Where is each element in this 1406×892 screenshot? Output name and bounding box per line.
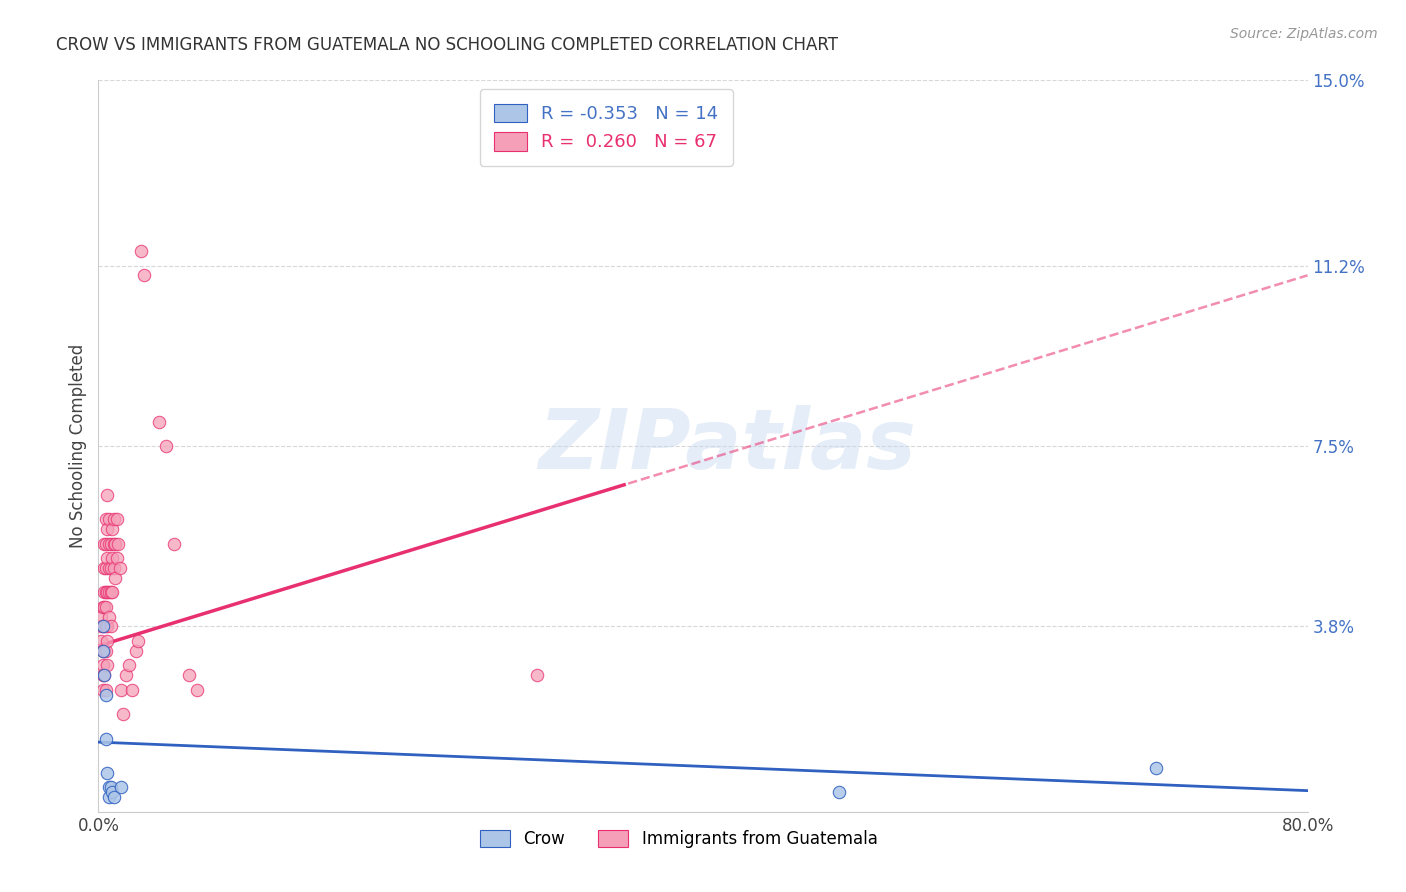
Point — [148, 415, 170, 429]
Point — [94, 599, 117, 614]
Point — [93, 585, 115, 599]
Point — [91, 599, 114, 614]
Point — [93, 599, 115, 614]
Point — [127, 634, 149, 648]
Point — [94, 585, 117, 599]
Point — [91, 619, 114, 633]
Point — [91, 644, 114, 658]
Text: ZIPatlas: ZIPatlas — [538, 406, 917, 486]
Point — [98, 780, 121, 795]
Point — [101, 522, 124, 536]
Point — [118, 658, 141, 673]
Point — [110, 780, 132, 795]
Point — [98, 790, 121, 805]
Point — [100, 585, 122, 599]
Point — [103, 536, 125, 550]
Point — [96, 658, 118, 673]
Point — [1144, 761, 1167, 775]
Point — [98, 512, 121, 526]
Point — [105, 512, 128, 526]
Point — [96, 585, 118, 599]
Point — [90, 634, 112, 648]
Point — [93, 561, 115, 575]
Point — [105, 551, 128, 566]
Point — [179, 668, 201, 682]
Point — [91, 619, 114, 633]
Point — [526, 668, 548, 682]
Point — [90, 619, 112, 633]
Point — [93, 536, 115, 550]
Point — [94, 682, 117, 697]
Point — [94, 536, 117, 550]
Point — [100, 561, 122, 575]
Point — [90, 609, 112, 624]
Point — [110, 682, 132, 697]
Point — [107, 536, 129, 550]
Point — [101, 785, 124, 799]
Point — [96, 619, 118, 633]
Point — [100, 536, 122, 550]
Point — [91, 668, 114, 682]
Point — [101, 585, 124, 599]
Point — [93, 644, 115, 658]
Point — [103, 790, 125, 805]
Point — [104, 571, 127, 585]
Point — [94, 619, 117, 633]
Point — [93, 619, 115, 633]
Point — [96, 765, 118, 780]
Point — [103, 512, 125, 526]
Point — [91, 658, 114, 673]
Point — [98, 536, 121, 550]
Point — [91, 682, 114, 697]
Point — [111, 707, 134, 722]
Point — [96, 634, 118, 648]
Point — [94, 644, 117, 658]
Point — [108, 561, 131, 575]
Point — [828, 785, 851, 799]
Point — [186, 682, 208, 697]
Point — [100, 780, 122, 795]
Point — [132, 268, 155, 283]
Point — [91, 644, 114, 658]
Text: Source: ZipAtlas.com: Source: ZipAtlas.com — [1230, 27, 1378, 41]
Point — [98, 585, 121, 599]
Point — [93, 668, 115, 682]
Point — [94, 731, 117, 746]
Point — [101, 551, 124, 566]
Point — [129, 244, 152, 258]
Point — [96, 551, 118, 566]
Point — [155, 439, 177, 453]
Y-axis label: No Schooling Completed: No Schooling Completed — [69, 344, 87, 548]
Point — [114, 668, 136, 682]
Point — [94, 561, 117, 575]
Point — [94, 512, 117, 526]
Point — [100, 619, 122, 633]
Text: CROW VS IMMIGRANTS FROM GUATEMALA NO SCHOOLING COMPLETED CORRELATION CHART: CROW VS IMMIGRANTS FROM GUATEMALA NO SCH… — [56, 36, 838, 54]
Point — [96, 522, 118, 536]
Point — [94, 688, 117, 702]
Point — [93, 668, 115, 682]
Point — [96, 488, 118, 502]
Point — [104, 536, 127, 550]
Point — [121, 682, 143, 697]
Point — [103, 561, 125, 575]
Legend: Crow, Immigrants from Guatemala: Crow, Immigrants from Guatemala — [474, 823, 884, 855]
Point — [163, 536, 186, 550]
Point — [98, 609, 121, 624]
Point — [125, 644, 148, 658]
Point — [98, 561, 121, 575]
